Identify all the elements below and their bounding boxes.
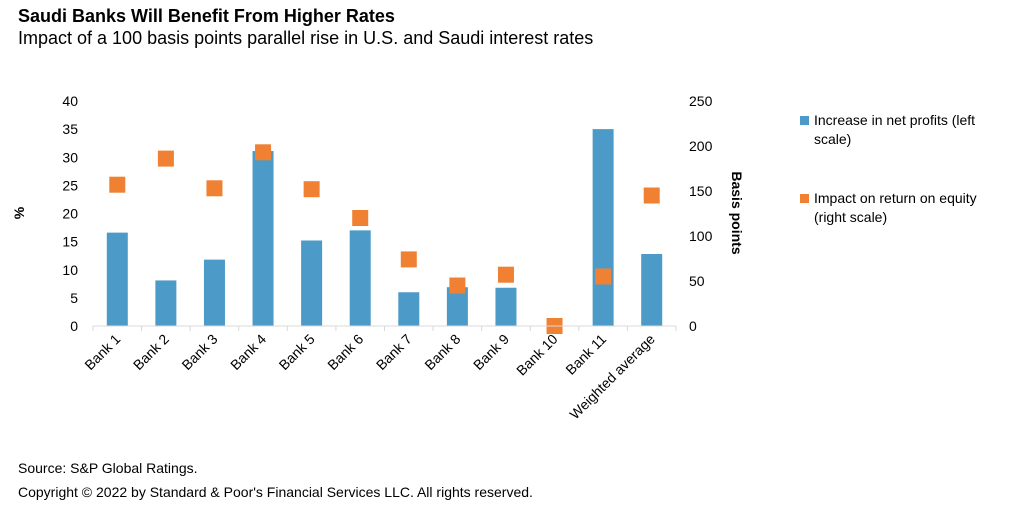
legend-bar-swatch xyxy=(800,116,809,125)
roe-marker xyxy=(400,251,417,268)
left-tick-label: 35 xyxy=(62,121,78,137)
roe-marker xyxy=(206,180,223,197)
bar xyxy=(301,240,323,326)
left-tick-label: 0 xyxy=(70,318,78,334)
bar xyxy=(349,230,371,326)
left-tick-label: 25 xyxy=(62,177,78,193)
bar xyxy=(592,129,614,326)
x-tick-label: Bank 11 xyxy=(562,331,609,378)
x-tick-label: Bank 5 xyxy=(276,331,318,373)
bar xyxy=(495,287,517,326)
roe-marker xyxy=(497,266,514,283)
left-tick-label: 5 xyxy=(70,290,78,306)
roe-marker xyxy=(449,277,466,294)
x-tick-label: Bank 9 xyxy=(470,331,512,373)
marker-series xyxy=(109,144,660,334)
right-tick-label: 0 xyxy=(689,318,697,334)
source-note: Source: S&P Global Ratings. xyxy=(18,460,198,476)
right-tick-label: 100 xyxy=(689,228,713,244)
left-tick-label: 15 xyxy=(62,234,78,250)
x-tick-label: Bank 6 xyxy=(324,331,366,373)
chart-subtitle: Impact of a 100 basis points parallel ri… xyxy=(18,28,594,48)
x-tick-label: Bank 7 xyxy=(373,331,415,373)
legend-label-roe: Impact on return on equity (right scale) xyxy=(814,190,977,225)
roe-marker xyxy=(109,176,126,193)
roe-marker xyxy=(643,187,660,204)
chart-title: Saudi Banks Will Benefit From Higher Rat… xyxy=(18,6,395,26)
roe-marker xyxy=(352,210,369,226)
left-tick-label: 20 xyxy=(62,206,78,222)
bar-series xyxy=(106,129,663,326)
right-tick-label: 50 xyxy=(689,273,705,289)
bar xyxy=(106,232,128,326)
x-tick-label: Bank 10 xyxy=(513,331,561,379)
roe-marker xyxy=(157,150,174,167)
bar xyxy=(203,259,225,326)
y2-axis-title: Basis points xyxy=(729,171,745,254)
legend-item-net-profits: Increase in net profits (left scale) xyxy=(800,111,1005,149)
bar xyxy=(641,254,663,326)
left-tick-label: 40 xyxy=(62,93,78,109)
x-tick-label: Bank 3 xyxy=(178,331,220,373)
bar xyxy=(155,280,177,326)
x-tick-label: Bank 2 xyxy=(130,331,172,373)
right-tick-label: 200 xyxy=(689,138,713,154)
x-axis xyxy=(92,325,677,331)
x-tick-label: Bank 8 xyxy=(421,331,463,373)
legend-label-net-profits: Increase in net profits (left scale) xyxy=(814,112,976,147)
copyright-note: Copyright © 2022 by Standard & Poor's Fi… xyxy=(18,484,533,500)
left-axis: 0 5 10 15 20 25 30 35 40 xyxy=(62,93,78,334)
roe-marker xyxy=(595,268,612,285)
right-axis: 0 50 100 150 200 250 xyxy=(689,93,713,334)
legend-marker-swatch xyxy=(800,194,809,203)
roe-marker xyxy=(303,181,320,198)
right-tick-label: 150 xyxy=(689,183,713,199)
x-tick-label: Bank 1 xyxy=(81,331,123,373)
x-axis-labels: Bank 1 Bank 2 Bank 3 Bank 4 Bank 5 Bank 6 Bank… xyxy=(81,331,658,423)
roe-marker xyxy=(255,144,272,161)
legend-item-roe: Impact on return on equity (right scale) xyxy=(800,189,1005,227)
bar xyxy=(398,292,420,326)
left-tick-label: 30 xyxy=(62,149,78,165)
bar xyxy=(252,151,274,326)
x-tick-label: Bank 4 xyxy=(227,331,269,373)
bar xyxy=(446,287,468,326)
left-tick-label: 10 xyxy=(62,262,78,278)
y-axis-title: % xyxy=(11,206,27,219)
right-tick-label: 250 xyxy=(689,93,713,109)
x-tick-label: Weighted average xyxy=(566,331,658,423)
